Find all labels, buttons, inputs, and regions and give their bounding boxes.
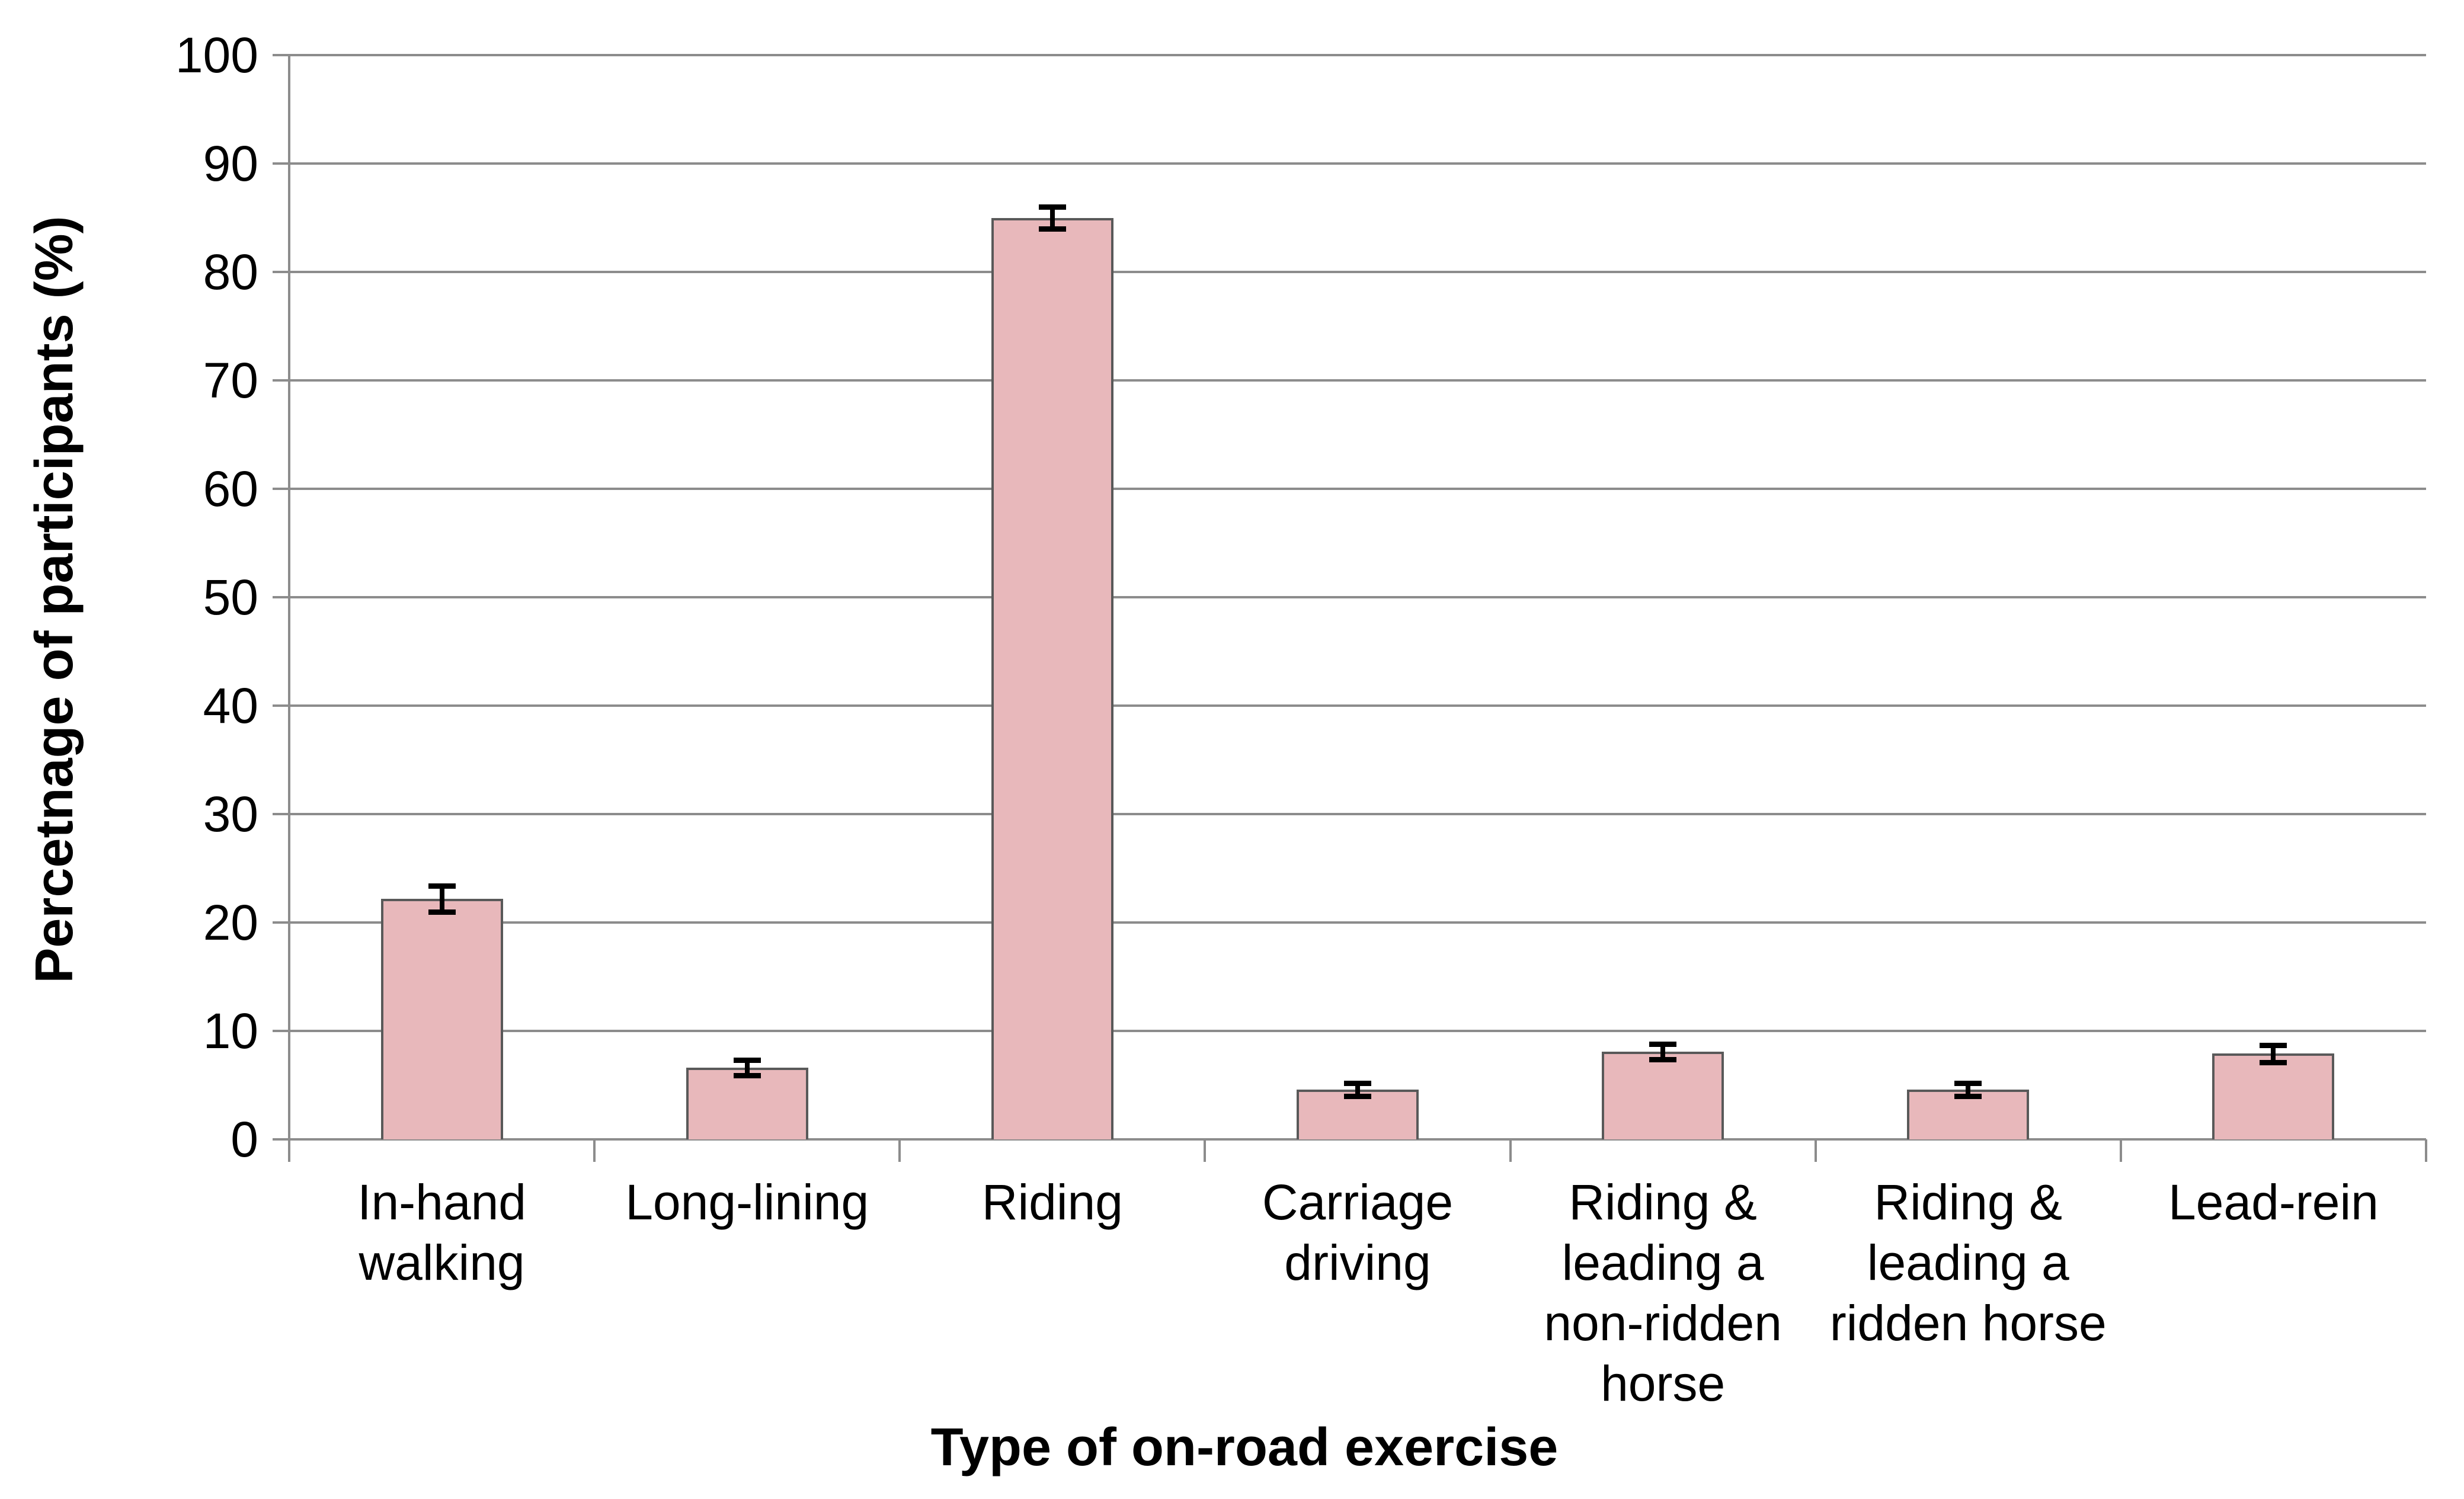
category-label-line: Riding & [1569,1174,1757,1230]
category-label-line: walking [359,1235,525,1290]
y-tick [273,921,289,924]
error-bar-cap-bottom [1038,226,1066,232]
y-tick-label: 60 [203,461,258,517]
error-bar-line [439,885,444,912]
x-tick [1509,1139,1512,1162]
gridline [289,596,2426,598]
category-label-line: horse [1601,1356,1726,1411]
category-label: Riding [882,1172,1223,1232]
category-label-line: leading a [1561,1235,1764,1290]
error-bar-cap-top [733,1058,761,1064]
x-tick [2425,1139,2427,1162]
category-label-line: leading a [1867,1235,2069,1290]
category-label-line: Lead-rein [2168,1174,2379,1230]
bar [991,217,1113,1139]
error-bar-line [1049,207,1055,229]
gridline [289,813,2426,815]
y-tick-label: 70 [203,353,258,408]
category-label-line: ridden horse [1829,1295,2107,1351]
error-bar-cap-bottom [733,1073,761,1079]
bar [686,1068,808,1139]
error-bar-line [1660,1043,1666,1059]
y-tick [273,813,289,815]
y-tick-label: 90 [203,136,258,191]
y-tick-label: 20 [203,895,258,950]
error-bar-cap-bottom [428,909,456,915]
error-bar-cap-top [1038,204,1066,210]
gridline [289,488,2426,490]
category-label-line: In-hand [357,1174,527,1230]
x-tick [1814,1139,1817,1162]
plot-area [273,54,2427,1162]
gridline [289,704,2426,707]
error-bar-cap-bottom [1954,1093,1982,1099]
gridline [289,54,2426,56]
y-axis-title: Percetnage of participants (%) [25,216,84,984]
x-tick [288,1139,290,1162]
bar [2212,1053,2335,1139]
error-bar-line [1966,1082,1971,1096]
y-axis-line [288,55,290,1162]
category-label: Carriage driving [1187,1172,1528,1293]
gridline [289,1030,2426,1032]
y-tick-label: 100 [175,27,258,83]
y-tick-label: 80 [203,244,258,300]
y-tick [273,162,289,165]
gridline [289,162,2426,165]
gridline [289,921,2426,924]
error-bar-cap-bottom [1344,1093,1371,1099]
category-label-line: Riding [981,1174,1123,1230]
error-bar-cap-top [428,883,456,889]
error-bar-cap-bottom [1649,1056,1677,1062]
category-label: Riding & leading a non-ridden horse [1493,1172,1833,1414]
category-label-line: non-ridden [1544,1295,1782,1351]
y-tick [273,704,289,707]
y-tick-label: 40 [203,678,258,734]
category-label: Riding & leading a ridden horse [1798,1172,2139,1353]
category-label-line: driving [1284,1235,1431,1290]
y-tick-label: 50 [203,569,258,625]
y-tick [273,488,289,490]
category-label: Long-lining [577,1172,917,1232]
y-tick-label: 30 [203,786,258,842]
error-bar-cap-top [1649,1041,1677,1047]
gridline [289,379,2426,382]
error-bar-cap-top [1344,1080,1371,1086]
category-label-line: Carriage [1262,1174,1454,1230]
x-axis-line [273,1138,2426,1141]
bar [380,898,503,1139]
x-tick [2119,1139,2122,1162]
error-bar-cap-top [1954,1080,1982,1086]
error-bar-line [2271,1045,2276,1063]
y-tick-label: 10 [203,1003,258,1059]
bar [1602,1051,1724,1139]
category-label-line: Long-lining [625,1174,869,1230]
category-label: Lead-rein [2103,1172,2444,1232]
gridline [289,271,2426,273]
y-tick [273,54,289,56]
x-tick [898,1139,901,1162]
y-tick [273,1030,289,1032]
error-bar-line [744,1060,750,1076]
y-tick [273,596,289,598]
category-label-line: Riding & [1874,1174,2063,1230]
error-bar-cap-top [2260,1042,2287,1048]
x-tick [593,1139,596,1162]
y-tick-label: 0 [231,1112,258,1167]
x-tick [1204,1139,1207,1162]
x-axis-title: Type of on-road exercise [930,1418,1559,1477]
category-label: In-hand walking [271,1172,612,1293]
y-tick [273,271,289,273]
error-bar-line [1355,1082,1360,1096]
y-tick [273,379,289,382]
error-bar-cap-bottom [2260,1060,2287,1066]
